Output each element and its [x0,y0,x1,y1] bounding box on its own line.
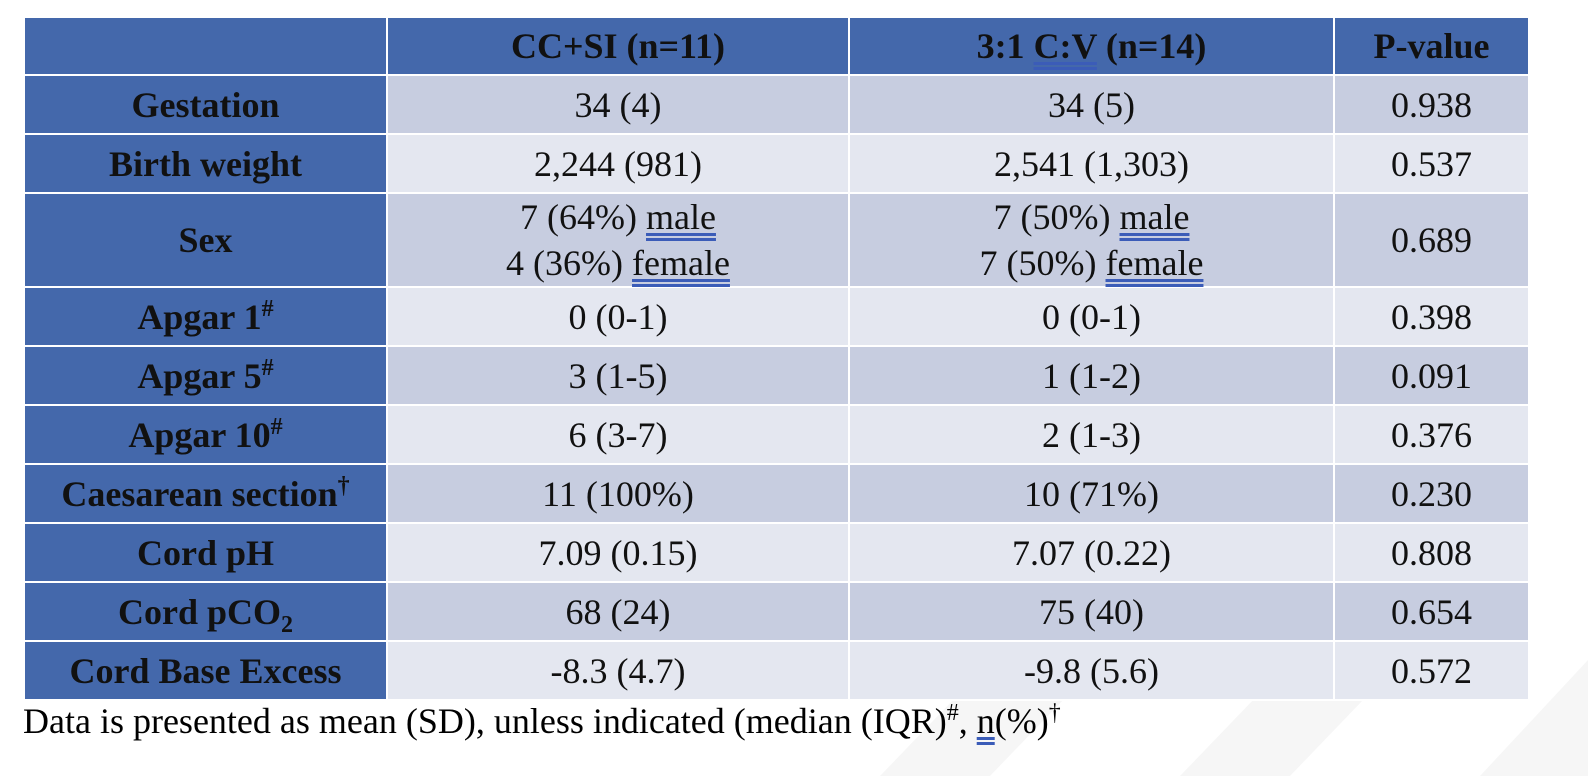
table-row-apgar-10: Apgar 10# 6 (3-7) 2 (1-3) 0.376 [23,404,1530,465]
p-value: 0.808 [1333,522,1530,583]
results-table: CC+SI (n=11) 3:1 C:V (n=14) P-value Gest… [23,16,1530,701]
row-label: Cord pCO2 [23,581,388,642]
cc-si-male-count: 7 (64%) [520,197,646,237]
table-header-row: CC+SI (n=11) 3:1 C:V (n=14) P-value [23,16,1530,76]
cv-value: 2 (1-3) [848,404,1335,465]
cc-si-value: 68 (24) [386,581,850,642]
cc-si-value: 7.09 (0.15) [386,522,850,583]
cc-si-value: -8.3 (4.7) [386,640,850,701]
row-label: Cord Base Excess [23,640,388,701]
row-label: Sex [23,192,388,288]
cc-si-value: 3 (1-5) [386,345,850,406]
row-label-text: Apgar 5 [137,355,262,396]
p-value: 0.938 [1333,74,1530,135]
cc-si-value: 7 (64%) male 4 (36%) female [386,192,850,288]
cv-female-count: 7 (50%) [979,243,1106,283]
cc-si-male-line: 7 (64%) male [388,194,848,240]
table-row-gestation: Gestation 34 (4) 34 (5) 0.938 [23,74,1530,135]
cv-value: 7 (50%) male 7 (50%) female [848,192,1335,288]
row-label: Apgar 10# [23,404,388,465]
row-label: Apgar 5# [23,345,388,406]
cv-value: 34 (5) [848,74,1335,135]
cc-si-value: 6 (3-7) [386,404,850,465]
table-row-cord-pco2: Cord pCO2 68 (24) 75 (40) 0.654 [23,581,1530,642]
hash-mark: # [946,700,959,726]
cv-value: 75 (40) [848,581,1335,642]
row-label: Caesarean section† [23,463,388,524]
hash-mark: # [261,295,274,322]
cc-si-value: 0 (0-1) [386,286,850,347]
header-cv-prefix: 3:1 [976,26,1034,66]
p-value: 0.654 [1333,581,1530,642]
row-label: Apgar 1# [23,286,388,347]
cc-si-value: 11 (100%) [386,463,850,524]
p-value: 0.537 [1333,133,1530,194]
cc-si-female-count: 4 (36%) [506,243,633,283]
dagger-mark: † [1048,700,1061,726]
header-cv: 3:1 C:V (n=14) [848,16,1335,76]
header-cv-ratio: C:V [1033,26,1097,66]
cc-si-male-word: male [646,197,716,237]
row-label: Cord pH [23,522,388,583]
subscript-2: 2 [281,611,294,638]
cv-female-word: female [1105,243,1204,283]
table-row-sex: Sex 7 (64%) male 4 (36%) female 7 (50%) … [23,192,1530,288]
row-label-text: Caesarean section [61,473,338,514]
p-value: 0.398 [1333,286,1530,347]
cv-male-word: male [1119,197,1190,237]
table-footnote: Data is presented as mean (SD), unless i… [23,697,1061,745]
p-value: 0.091 [1333,345,1530,406]
footnote-text: Data is presented as mean (SD), unless i… [23,701,947,741]
cc-si-female-line: 4 (36%) female [388,240,848,286]
table-row-cord-ph: Cord pH 7.09 (0.15) 7.07 (0.22) 0.808 [23,522,1530,583]
table-row-birth-weight: Birth weight 2,244 (981) 2,541 (1,303) 0… [23,133,1530,194]
footnote-percent: (%) [994,701,1049,741]
cc-si-female-word: female [632,243,730,283]
cv-value: 2,541 (1,303) [848,133,1335,194]
hash-mark: # [261,354,274,381]
dagger-mark: † [337,472,350,499]
cv-value: 10 (71%) [848,463,1335,524]
p-value: 0.572 [1333,640,1530,701]
header-empty-cell [23,16,388,76]
table-row-apgar-5: Apgar 5# 3 (1-5) 1 (1-2) 0.091 [23,345,1530,406]
cv-value: 0 (0-1) [848,286,1335,347]
footnote-n: n [976,701,995,741]
table-row-apgar-1: Apgar 1# 0 (0-1) 0 (0-1) 0.398 [23,286,1530,347]
p-value: 0.689 [1333,192,1530,288]
cv-male-count: 7 (50%) [993,197,1120,237]
cc-si-value: 34 (4) [386,74,850,135]
table-row-caesarean-section: Caesarean section† 11 (100%) 10 (71%) 0.… [23,463,1530,524]
cv-value: 1 (1-2) [848,345,1335,406]
cv-value: -9.8 (5.6) [848,640,1335,701]
row-label-text: Cord pCO [117,591,282,632]
hash-mark: # [270,413,283,440]
cv-male-line: 7 (50%) male [850,194,1333,240]
p-value: 0.376 [1333,404,1530,465]
row-label: Birth weight [23,133,388,194]
row-label-text: Apgar 10 [128,414,271,455]
cc-si-value: 2,244 (981) [386,133,850,194]
cv-value: 7.07 (0.22) [848,522,1335,583]
p-value: 0.230 [1333,463,1530,524]
table-row-cord-base-excess: Cord Base Excess -8.3 (4.7) -9.8 (5.6) 0… [23,640,1530,701]
cv-female-line: 7 (50%) female [850,240,1333,286]
header-p-value: P-value [1333,16,1530,76]
row-label-text: Apgar 1 [137,296,262,337]
header-cv-suffix: (n=14) [1096,26,1207,66]
header-cc-si: CC+SI (n=11) [386,16,850,76]
row-label: Gestation [23,74,388,135]
footnote-separator: , [958,701,977,741]
